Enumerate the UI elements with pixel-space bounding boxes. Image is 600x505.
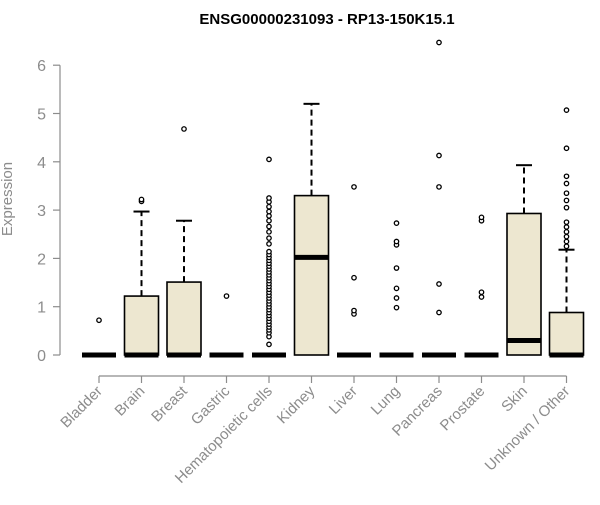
box-group-hematopoietic-cells	[252, 156, 286, 358]
outlier-point	[393, 285, 400, 292]
y-tick-label: 5	[37, 107, 46, 124]
box-group-lung	[379, 220, 414, 358]
outlier-point	[563, 173, 570, 180]
outlier-point	[266, 195, 272, 201]
box-body	[293, 194, 330, 356]
outlier-point	[563, 145, 570, 152]
outlier-point	[563, 238, 570, 245]
outlier-point	[223, 293, 230, 299]
outlier-point	[563, 204, 570, 211]
outlier-point	[393, 295, 400, 301]
outlier-point	[563, 190, 570, 197]
box-group-gastric	[209, 293, 244, 358]
outlier-point	[436, 281, 442, 287]
outlier-point	[436, 152, 442, 159]
outlier-point	[351, 274, 357, 281]
y-tick-label: 6	[37, 58, 46, 75]
outlier-point	[478, 289, 485, 296]
box-body	[548, 311, 585, 356]
outlier-point	[563, 219, 570, 226]
outlier-point	[181, 126, 187, 132]
box-group-prostate	[464, 214, 499, 358]
outlier-point	[266, 203, 272, 210]
box-group-liver	[337, 184, 371, 358]
outlier-point	[266, 156, 272, 163]
y-axis-title: Expression	[0, 162, 16, 236]
outlier-point	[478, 214, 485, 221]
outlier-point	[266, 228, 272, 235]
outlier-point	[266, 341, 272, 348]
outlier-point	[138, 196, 145, 203]
box-body	[166, 281, 202, 356]
outlier-point	[563, 107, 570, 113]
y-tick-label: 4	[37, 155, 46, 172]
y-tick-label: 3	[37, 203, 46, 220]
outlier-point	[266, 208, 272, 215]
box-body	[506, 212, 542, 356]
outlier-point	[266, 248, 272, 255]
outlier-point	[393, 238, 400, 245]
y-tick-label: 1	[37, 300, 46, 317]
outlier-point	[351, 184, 357, 190]
outlier-point	[478, 294, 485, 300]
box-group-breast	[166, 126, 202, 358]
outlier-point	[393, 304, 400, 311]
box-body	[123, 295, 160, 356]
x-tick-label-skin: Skin	[498, 383, 531, 416]
box-group-pancreas	[422, 39, 456, 358]
box-group-skin	[506, 164, 542, 356]
outlier-point	[563, 224, 570, 230]
box-group-brain	[123, 196, 160, 358]
x-tick-label-lung: Lung	[368, 383, 404, 419]
x-tick-label-breast: Breast	[148, 382, 191, 425]
outlier-point	[96, 317, 102, 324]
outlier-point	[266, 223, 272, 230]
x-tick-label-brain: Brain	[112, 383, 149, 420]
outlier-point	[563, 197, 570, 204]
box-group-bladder	[82, 317, 116, 358]
y-tick-label: 0	[37, 348, 46, 365]
chart-title: ENSG00000231093 - RP13-150K15.1	[199, 11, 454, 28]
outlier-point	[351, 307, 357, 314]
outlier-point	[436, 309, 442, 316]
x-tick-label-prostate: Prostate	[437, 383, 489, 435]
outlier-point	[563, 180, 570, 187]
x-tick-label-kidney: Kidney	[274, 382, 319, 427]
outlier-point	[436, 184, 442, 190]
box-group-kidney	[293, 102, 330, 356]
outlier-point	[563, 243, 570, 250]
outlier-point	[266, 217, 272, 224]
outlier-point	[393, 220, 400, 226]
x-tick-label-liver: Liver	[326, 383, 361, 418]
y-tick-label: 2	[37, 251, 46, 268]
outlier-point	[266, 235, 272, 241]
x-tick-label-bladder: Bladder	[57, 383, 106, 432]
outlier-point	[436, 39, 442, 46]
outlier-point	[266, 241, 272, 247]
outlier-point	[563, 233, 570, 240]
outlier-point	[393, 265, 400, 271]
box-group-unknown-other	[548, 107, 585, 358]
outlier-point	[563, 228, 570, 235]
